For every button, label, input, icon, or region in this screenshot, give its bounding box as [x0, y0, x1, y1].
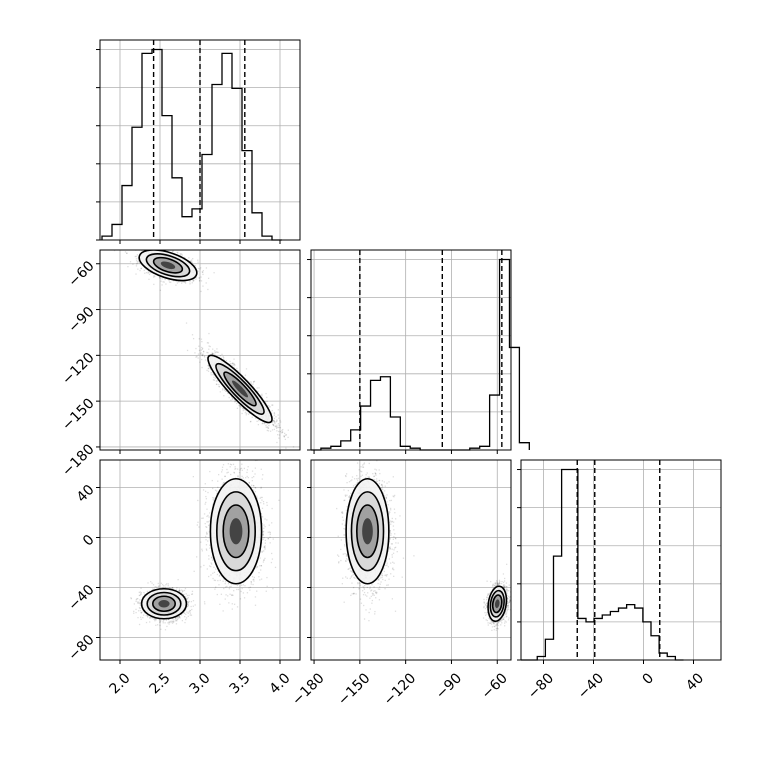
contour-line [356, 504, 379, 559]
y-tick-label: −150 [59, 395, 98, 434]
density-fill [158, 600, 170, 608]
y-tick-label: −80 [65, 632, 97, 664]
contour-line [145, 253, 191, 278]
contour-line [345, 477, 390, 585]
y-tick-label: 0 [80, 532, 98, 550]
x-tick-label: −90 [433, 670, 465, 702]
x-tick-label: −40 [575, 670, 607, 702]
y-tick-label: 40 [74, 482, 98, 506]
histogram-step-line [101, 48, 282, 241]
scatter-panel-1-2: −180 −150 −120 −90 −60 [289, 459, 512, 709]
x-tick-label: −150 [335, 670, 374, 709]
x-tick-label: 2.5 [147, 670, 174, 697]
x-tick-label: 40 [683, 670, 707, 694]
x-tick-label: 3.5 [227, 670, 254, 697]
histogram-panel-2: −80 −40 0 40 [517, 459, 722, 703]
y-tick-label: −120 [59, 350, 98, 389]
axes-frame [310, 249, 512, 451]
x-tick-label: 0 [639, 670, 657, 688]
x-tick-label: 2.0 [107, 670, 134, 697]
x-tick-label: 3.0 [187, 670, 214, 697]
contour-line [140, 587, 188, 620]
x-tick-label: 4.0 [267, 670, 294, 697]
x-tick-label: −60 [479, 670, 511, 702]
contour-line [489, 589, 505, 618]
histogram-step-line [521, 468, 684, 661]
contour-line [487, 585, 508, 623]
histogram-step-line [311, 258, 530, 451]
scatter-points [336, 460, 511, 632]
scatter-panel-0-2: −80 −40 0 40 2.0 2.5 3.0 3.5 4.0 [65, 459, 301, 697]
contour-line [152, 595, 177, 613]
y-tick-label: −60 [65, 258, 97, 290]
contour-line [216, 491, 257, 572]
contour-line [209, 477, 263, 585]
density-fill [362, 518, 373, 545]
density-fill [494, 599, 500, 609]
x-tick-label: −80 [525, 670, 557, 702]
axes-frame [520, 459, 722, 661]
histogram-panel-1 [307, 249, 530, 454]
y-tick-label: −180 [59, 441, 98, 480]
contour-line [215, 362, 265, 415]
contour-line [207, 354, 273, 424]
scatter-points [113, 250, 295, 450]
y-tick-label: −90 [65, 304, 97, 336]
contour-line [146, 591, 182, 616]
contour-line [491, 594, 503, 614]
contour-line [152, 256, 184, 274]
histogram-panel-0 [96, 39, 301, 244]
y-tick-label: −40 [65, 582, 97, 614]
axes-frame [310, 459, 512, 661]
density-fill [229, 518, 243, 545]
scatter-points [130, 460, 280, 631]
contour-line [223, 371, 257, 407]
contour-line [222, 504, 250, 559]
contour-line [350, 491, 385, 572]
contour-line [138, 250, 198, 282]
density-fill [232, 380, 249, 398]
x-tick-label: −120 [381, 670, 420, 709]
scatter-panel-0-1: −180 −150 −120 −90 −60 [59, 249, 301, 480]
x-tick-label: −180 [289, 670, 328, 709]
